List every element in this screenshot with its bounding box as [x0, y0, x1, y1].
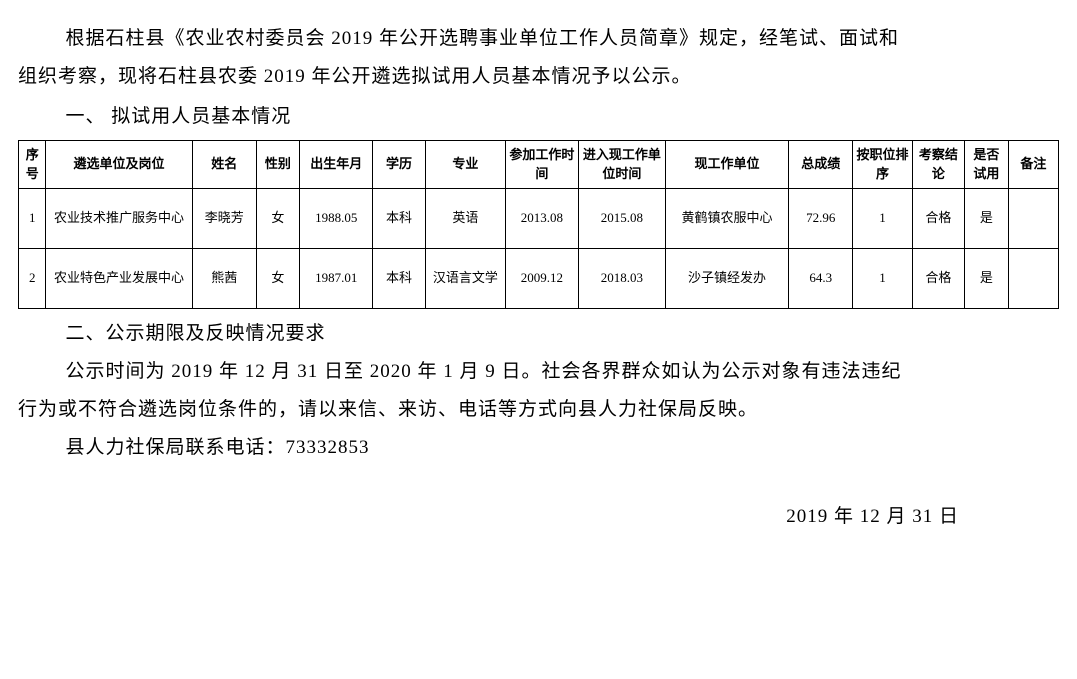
table-row: 2农业特色产业发展中心熊茜女1987.01本科汉语言文学2009.122018.…: [19, 249, 1059, 309]
td-review: 合格: [912, 249, 965, 309]
th-seq: 序号: [19, 141, 46, 189]
th-trial: 是否试用: [965, 141, 1008, 189]
th-name: 姓名: [192, 141, 256, 189]
table-body: 1农业技术推广服务中心李晓芳女1988.05本科英语2013.082015.08…: [19, 189, 1059, 309]
td-unit: 农业特色产业发展中心: [46, 249, 192, 309]
th-edu: 学历: [373, 141, 426, 189]
th-workdate: 参加工作时间: [505, 141, 578, 189]
td-remark: [1008, 189, 1058, 249]
th-currentdate: 进入现工作单位时间: [578, 141, 665, 189]
th-review: 考察结论: [912, 141, 965, 189]
td-birth: 1987.01: [300, 249, 373, 309]
td-rank: 1: [853, 249, 912, 309]
td-score: 72.96: [789, 189, 853, 249]
td-edu: 本科: [373, 249, 426, 309]
th-remark: 备注: [1008, 141, 1058, 189]
td-major: 汉语言文学: [425, 249, 505, 309]
td-seq: 2: [19, 249, 46, 309]
td-workdate: 2009.12: [505, 249, 578, 309]
section-2-line-2: 行为或不符合遴选岗位条件的，请以来信、来访、电话等方式向县人力社保局反映。: [18, 391, 1059, 429]
td-birth: 1988.05: [300, 189, 373, 249]
td-review: 合格: [912, 189, 965, 249]
td-gender: 女: [256, 249, 299, 309]
intro-line-1: 根据石柱县《农业农村委员会 2019 年公开选聘事业单位工作人员简章》规定，经笔…: [18, 20, 1059, 58]
td-remark: [1008, 249, 1058, 309]
td-edu: 本科: [373, 189, 426, 249]
th-birth: 出生年月: [300, 141, 373, 189]
td-trial: 是: [965, 189, 1008, 249]
intro-line-2: 组织考察，现将石柱县农委 2019 年公开遴选拟试用人员基本情况予以公示。: [18, 58, 1059, 96]
td-name: 熊茜: [192, 249, 256, 309]
td-currentunit: 沙子镇经发办: [665, 249, 788, 309]
td-unit: 农业技术推广服务中心: [46, 189, 192, 249]
th-major: 专业: [425, 141, 505, 189]
td-major: 英语: [425, 189, 505, 249]
th-rank: 按职位排序: [853, 141, 912, 189]
td-currentunit: 黄鹤镇农服中心: [665, 189, 788, 249]
section-2-line-1: 公示时间为 2019 年 12 月 31 日至 2020 年 1 月 9 日。社…: [18, 353, 1059, 391]
td-currentdate: 2018.03: [578, 249, 665, 309]
td-trial: 是: [965, 249, 1008, 309]
td-seq: 1: [19, 189, 46, 249]
table-header-row: 序号 遴选单位及岗位 姓名 性别 出生年月 学历 专业 参加工作时间 进入现工作…: [19, 141, 1059, 189]
section-2-title: 二、公示期限及反映情况要求: [18, 315, 1059, 353]
td-currentdate: 2015.08: [578, 189, 665, 249]
section-2-line-3: 县人力社保局联系电话：73332853: [18, 429, 1059, 467]
th-score: 总成绩: [789, 141, 853, 189]
td-name: 李晓芳: [192, 189, 256, 249]
section-1-title: 一、 拟试用人员基本情况: [18, 98, 1059, 136]
td-workdate: 2013.08: [505, 189, 578, 249]
td-score: 64.3: [789, 249, 853, 309]
personnel-table: 序号 遴选单位及岗位 姓名 性别 出生年月 学历 专业 参加工作时间 进入现工作…: [18, 140, 1059, 309]
td-gender: 女: [256, 189, 299, 249]
th-unit: 遴选单位及岗位: [46, 141, 192, 189]
document-date: 2019 年 12 月 31 日: [18, 501, 1059, 528]
th-gender: 性别: [256, 141, 299, 189]
table-row: 1农业技术推广服务中心李晓芳女1988.05本科英语2013.082015.08…: [19, 189, 1059, 249]
td-rank: 1: [853, 189, 912, 249]
th-currentunit: 现工作单位: [665, 141, 788, 189]
